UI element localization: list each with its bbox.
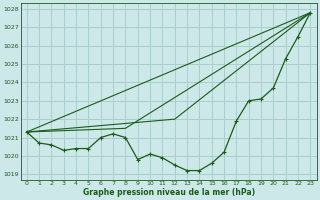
X-axis label: Graphe pression niveau de la mer (hPa): Graphe pression niveau de la mer (hPa) bbox=[83, 188, 255, 197]
